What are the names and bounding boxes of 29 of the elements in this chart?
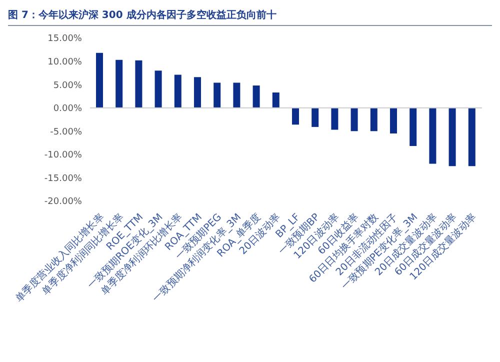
- y-tick-label: 10.00%: [48, 57, 82, 68]
- y-tick-label: 0.00%: [53, 104, 82, 114]
- bar: [312, 108, 319, 127]
- bar: [429, 108, 436, 164]
- y-tick-label: -15.00%: [44, 174, 82, 184]
- bar: [154, 70, 162, 108]
- bar: [448, 108, 456, 166]
- bar: [194, 77, 201, 108]
- bar: [233, 82, 240, 108]
- bar: [135, 60, 142, 108]
- bar: [468, 108, 476, 166]
- y-tick-label: -5.00%: [50, 127, 82, 138]
- bar: [174, 74, 182, 108]
- y-tick-label: -10.00%: [44, 150, 82, 161]
- bar: [410, 108, 417, 146]
- y-tick-label: 15.00%: [48, 34, 82, 44]
- y-tick-label: -20.00%: [44, 197, 82, 208]
- bar: [292, 108, 299, 125]
- bar: [214, 82, 221, 108]
- y-tick-label: 5.00%: [53, 80, 82, 91]
- bar: [116, 60, 123, 108]
- bar: [272, 92, 280, 108]
- bar: [252, 86, 260, 108]
- chart-title: 图 7：今年以来沪深 300 成分内各因子多空收益正负向前十: [8, 8, 492, 26]
- bar: [370, 108, 378, 132]
- bar: [331, 108, 338, 130]
- bar: [390, 108, 397, 134]
- bar: [350, 108, 358, 132]
- bar: [96, 52, 103, 108]
